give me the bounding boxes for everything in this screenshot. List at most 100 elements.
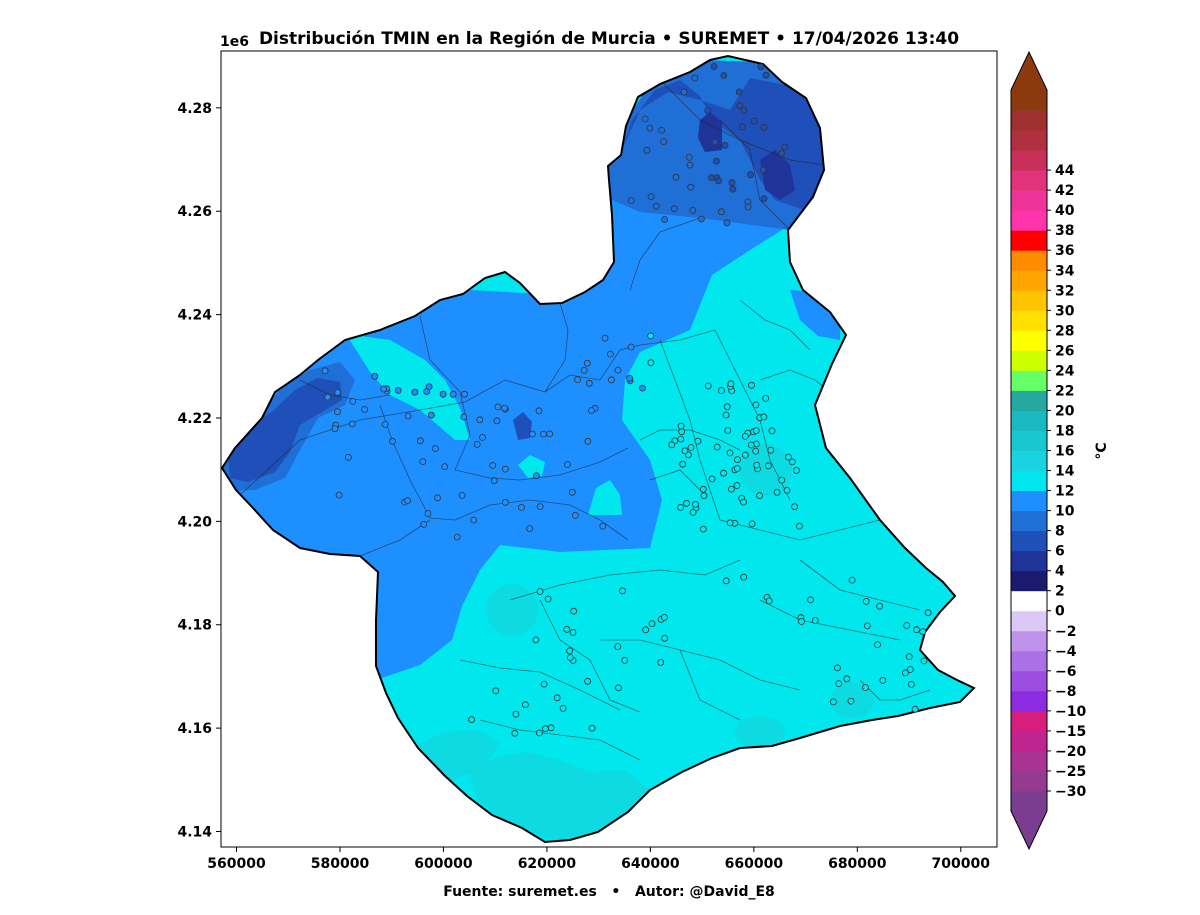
colorbar-tick-label: 16 (1055, 444, 1074, 460)
y-tick-label: 4.24 (177, 308, 212, 324)
colorbar-segment-29 (1011, 230, 1047, 251)
y-axis: 4.14 4.16 4.18 4.20 4.22 4.24 4.26 4.28 (177, 101, 221, 840)
station-marker-25 (646, 124, 654, 132)
station-marker-209 (394, 386, 402, 394)
station-marker-44 (704, 107, 712, 114)
station-marker-40 (708, 174, 715, 182)
station-marker-172 (762, 394, 770, 402)
station-marker-27 (680, 88, 688, 96)
x-tick-label: 580000 (311, 856, 370, 872)
municipality-border-15 (759, 599, 901, 641)
colorbar-tick-label: 20 (1055, 403, 1075, 419)
station-marker-244 (574, 376, 581, 384)
colorbar-segment-35 (1011, 110, 1047, 131)
station-marker-72 (493, 417, 501, 425)
station-marker-191 (835, 680, 843, 687)
station-marker-120 (796, 522, 803, 530)
station-marker-71 (404, 497, 412, 505)
municipality-border-13 (600, 639, 801, 691)
band-8-10-east (790, 290, 840, 340)
station-marker-46 (736, 102, 744, 109)
station-marker-253 (607, 350, 614, 358)
colorbar-tick-label: 30 (1055, 303, 1075, 319)
y-tick-label: 4.16 (177, 721, 212, 737)
band-4-6-pocket (513, 412, 532, 440)
plot-area (220, 50, 998, 848)
station-marker-185 (760, 413, 768, 421)
y-tick-label: 4.22 (177, 411, 212, 427)
municipality-border-11 (539, 599, 641, 713)
colorbar-tick-label: 44 (1055, 163, 1075, 179)
station-marker-88 (335, 491, 343, 499)
station-marker-47 (599, 522, 607, 530)
band-10-12-pocket-a (518, 455, 545, 478)
station-marker-251 (580, 366, 588, 374)
station-marker-39 (759, 166, 767, 174)
station-marker-119 (699, 525, 707, 533)
station-marker-92 (458, 491, 466, 499)
station-marker-151 (619, 587, 626, 595)
station-marker-55 (419, 458, 427, 466)
colorbar-tick-label: −30 (1055, 784, 1086, 800)
station-marker-104 (773, 488, 781, 496)
station-marker-153 (566, 647, 573, 655)
y-tick-label: 4.26 (177, 204, 212, 220)
station-marker-30 (670, 205, 678, 213)
station-marker-199 (879, 677, 887, 684)
station-marker-177 (677, 422, 685, 430)
station-marker-28 (729, 185, 737, 193)
colorbar-segment-20 (1011, 410, 1047, 431)
station-marker-252 (647, 332, 655, 340)
colorbar-segment-7 (1011, 670, 1047, 692)
municipality-border-21 (659, 339, 721, 521)
station-marker-254 (585, 379, 593, 387)
station-marker-97 (344, 453, 352, 461)
band-12-14-2 (468, 752, 650, 842)
station-marker-11 (685, 153, 693, 161)
x-axis: 560000 580000 600000 620000 640000 660000 6800… (207, 847, 990, 872)
station-marker-158 (570, 607, 578, 615)
municipality-border-29 (299, 379, 391, 401)
colorbar-tick-label: −15 (1055, 724, 1086, 740)
station-marker-219 (536, 729, 543, 737)
station-marker-179 (741, 432, 749, 440)
colorbar-segment-17 (1011, 470, 1047, 492)
station-marker-57 (420, 520, 428, 528)
station-marker-23 (740, 106, 748, 114)
station-marker-81 (439, 390, 447, 398)
station-marker-162 (566, 654, 574, 661)
y-tick-label: 4.20 (177, 514, 212, 530)
band-8-10 (222, 60, 840, 700)
colorbar-segment-5 (1011, 710, 1047, 732)
plot-frame (220, 50, 998, 848)
municipality-border-2 (419, 315, 471, 471)
station-marker-37 (760, 195, 768, 203)
y-tick-label: 4.28 (177, 101, 212, 117)
station-marker-2 (647, 193, 655, 201)
colorbar-over-arrow (1011, 52, 1047, 90)
colorbar-segment-8 (1011, 650, 1047, 672)
station-marker-157 (648, 620, 656, 627)
station-marker-175 (694, 437, 702, 445)
colorbar-tick-label: 42 (1055, 183, 1074, 199)
municipality-borders (239, 79, 931, 761)
station-marker-131 (788, 458, 796, 466)
station-marker-147 (621, 657, 629, 664)
station-marker-188 (911, 705, 919, 713)
band-12-14-4 (740, 444, 792, 496)
station-marker-49 (479, 433, 486, 441)
colorbar-segment-19 (1011, 430, 1047, 451)
colorbar-tick-label: −2 (1055, 624, 1076, 640)
municipality-border-12 (459, 659, 621, 711)
x-tick-label: 620000 (518, 856, 577, 872)
municipality-border-27 (479, 719, 641, 761)
station-marker-200 (834, 664, 841, 672)
colorbar-segment-11 (1011, 590, 1047, 612)
station-marker-206 (380, 385, 388, 393)
station-marker-10 (627, 197, 635, 204)
colorbar-segment-10 (1011, 610, 1047, 632)
colorbar-segment-14 (1011, 530, 1047, 552)
station-marker-137 (726, 519, 734, 527)
station-marker-100 (404, 412, 412, 420)
station-marker-246 (608, 376, 615, 384)
